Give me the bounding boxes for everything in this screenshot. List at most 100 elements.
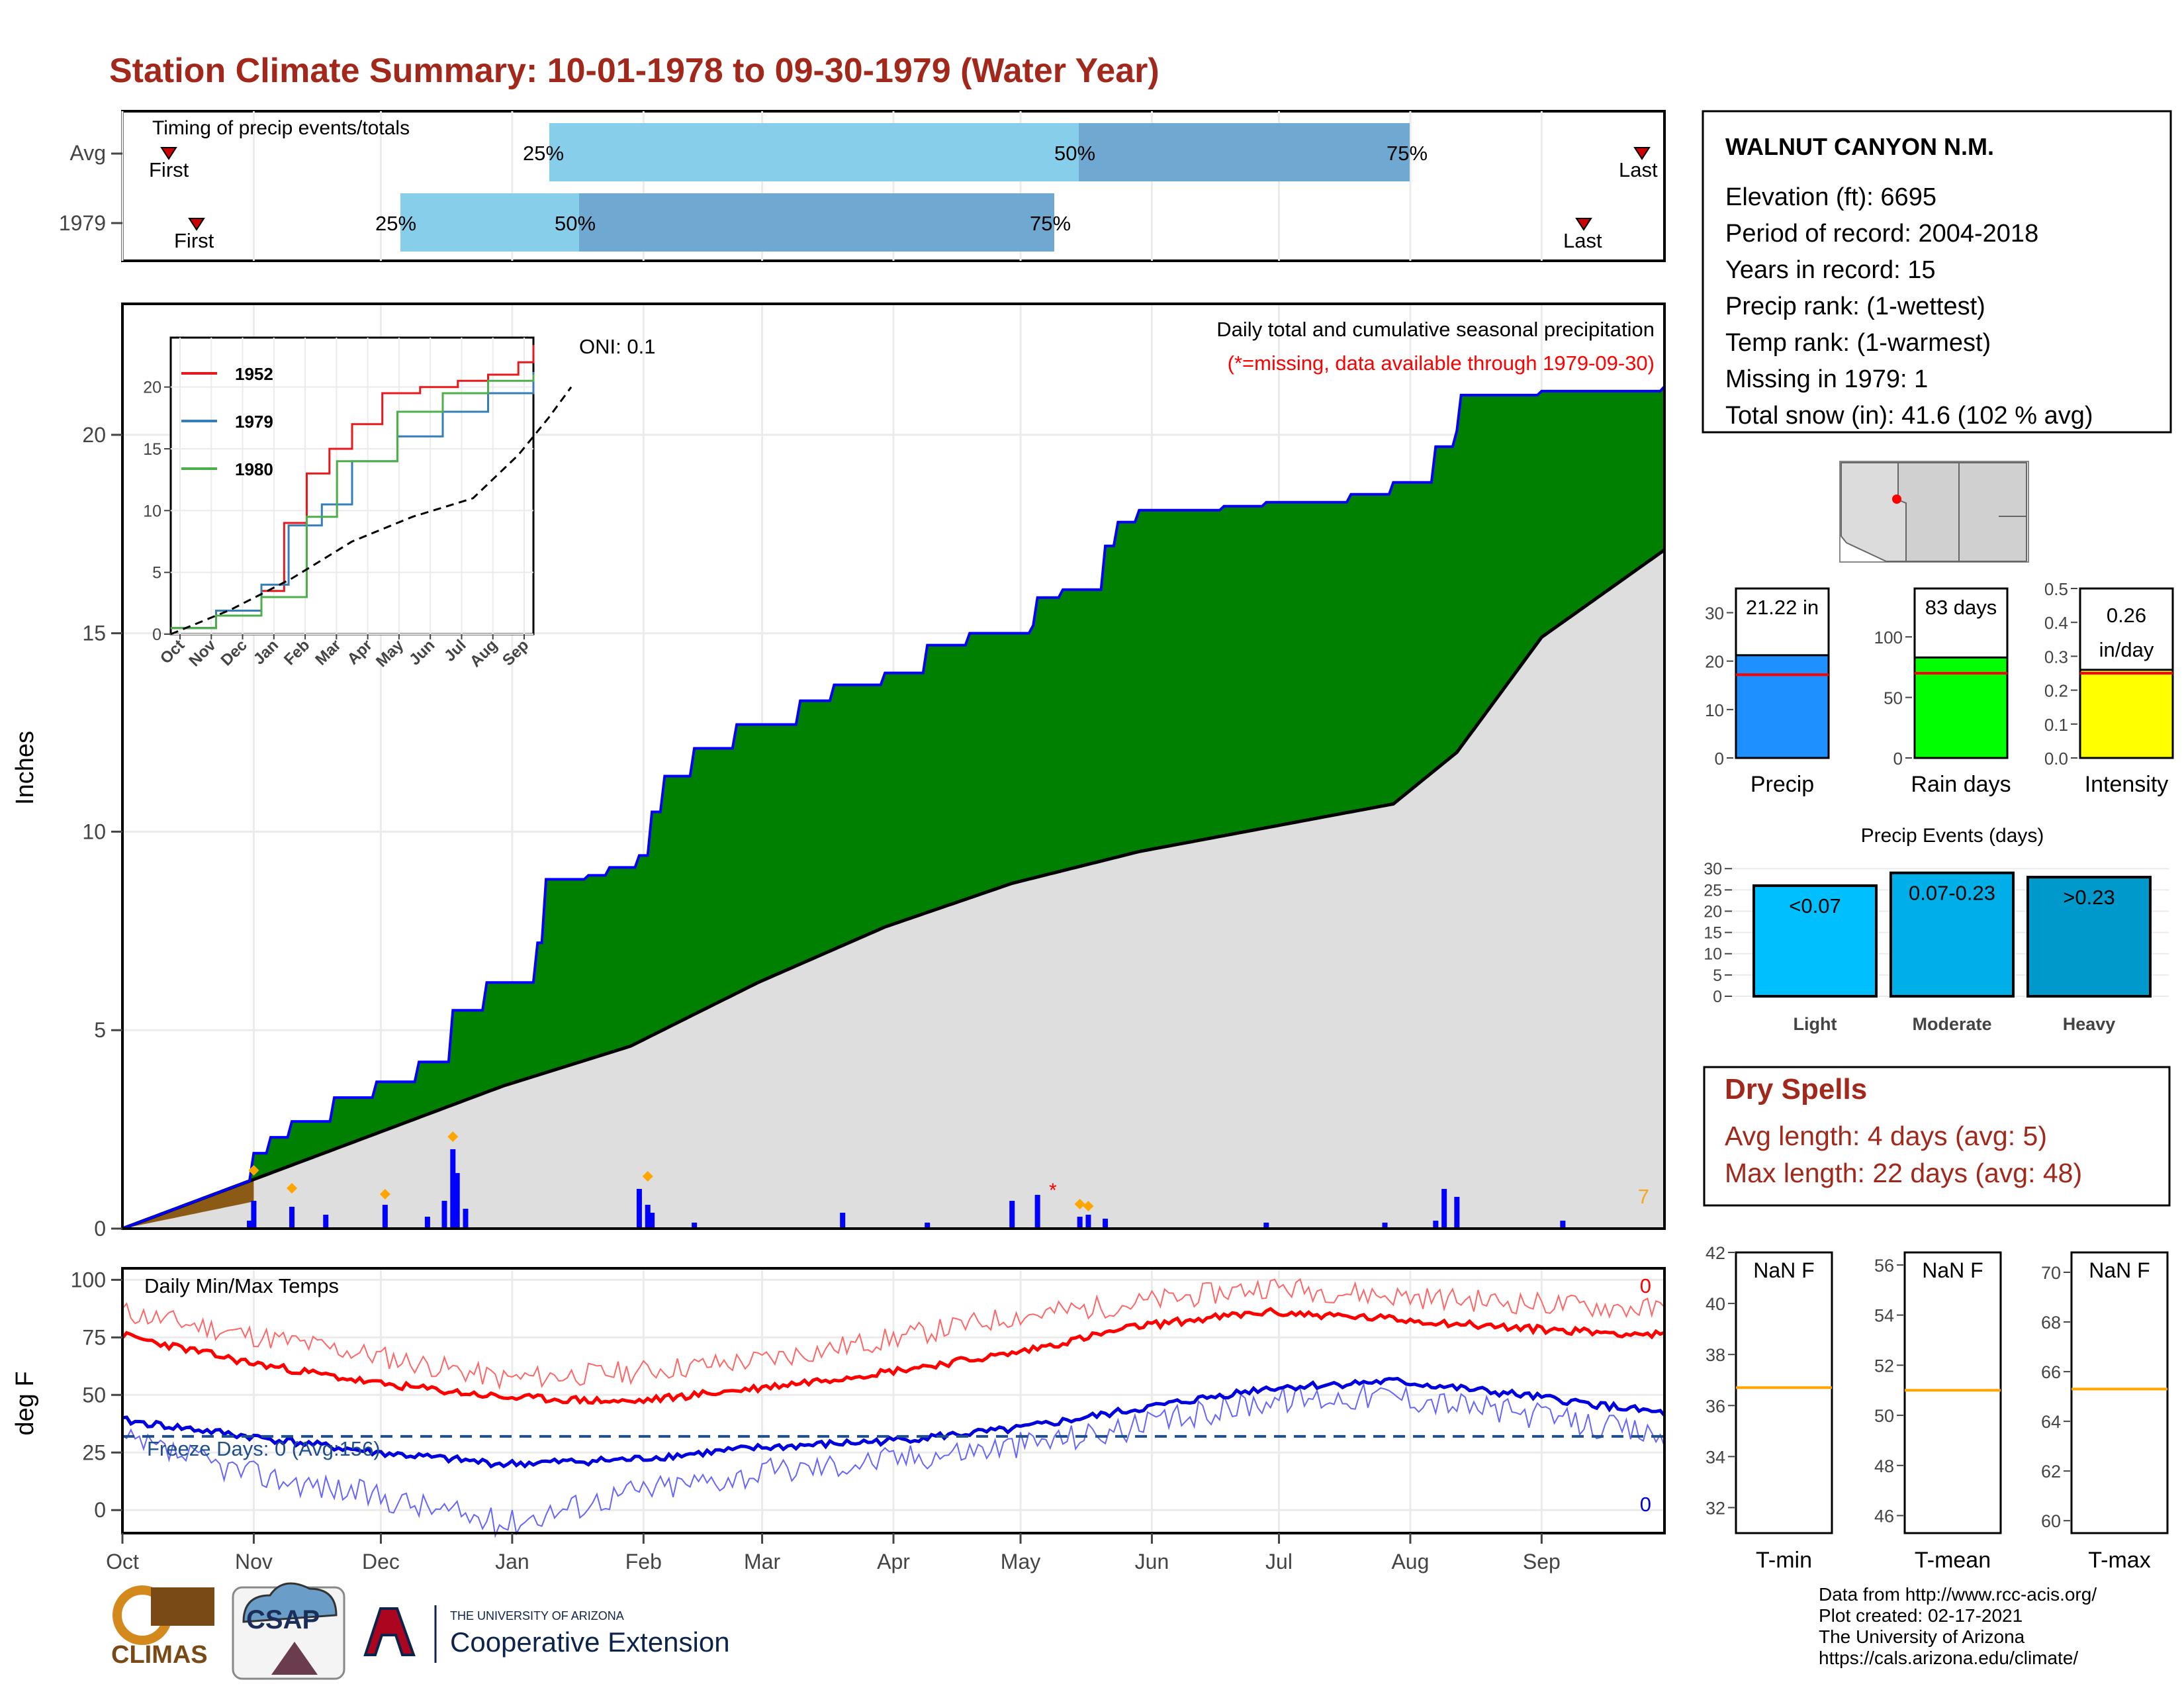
summary-bar-value bbox=[2079, 669, 2174, 759]
obs-first-label: First bbox=[174, 229, 214, 252]
map-region-arizona bbox=[1897, 462, 2027, 562]
inset-grid bbox=[171, 338, 533, 635]
summary-bar-label: Precip bbox=[1751, 772, 1814, 797]
temperature-summary-boxes: 32 34 36 38 40 42 NaN F T-min 46 48 50 52 54 56 NaN F T… bbox=[1706, 1243, 2169, 1573]
summary-tick-label: 0.1 bbox=[2044, 715, 2068, 735]
dry-spells-frame bbox=[1703, 1066, 2171, 1207]
average-cumulative-line bbox=[122, 548, 1666, 1231]
daily-precip-bar bbox=[1382, 1223, 1388, 1229]
dry-spells-box: Dry Spells Avg length: 4 days (avg: 5) M… bbox=[1703, 1066, 2171, 1207]
station-detail-line: Period of record: 2004-2018 bbox=[1725, 220, 2038, 248]
summary-tick-label: 20 bbox=[1705, 652, 1724, 672]
summary-bar-value bbox=[1735, 654, 1830, 759]
credits: Data from http://www.rcc-acis.org/ Plot … bbox=[1819, 1584, 2097, 1668]
events-y-tick-label: 10 bbox=[1704, 945, 1722, 964]
avg-max-temp-line bbox=[121, 1307, 1665, 1405]
temp-box-tick-label: 34 bbox=[1706, 1447, 1725, 1467]
temp-box-tick-label: 42 bbox=[1706, 1243, 1725, 1263]
obs-first-marker bbox=[188, 218, 205, 231]
daily-precip-bar bbox=[1034, 1195, 1040, 1229]
month-label: Feb bbox=[625, 1550, 662, 1573]
station-detail-line: Temp rank: (1-warmest) bbox=[1725, 329, 1991, 357]
dry-spells-title: Dry Spells bbox=[1725, 1073, 1867, 1105]
temp-box-t-min: 32 34 36 38 40 42 NaN F T-min bbox=[1706, 1243, 1833, 1573]
max-count-label: 0 bbox=[1640, 1274, 1651, 1297]
daily-precip-bar bbox=[450, 1149, 456, 1229]
freeze-days-label: Freeze Days: 0 (Avg:156) bbox=[147, 1437, 381, 1460]
summary-tick-label: 0 bbox=[1893, 749, 1903, 769]
precip-subtitle: Daily total and cumulative seasonal prec… bbox=[1216, 318, 1655, 341]
snow-marker bbox=[1083, 1201, 1094, 1212]
daily-precip-bar bbox=[1085, 1215, 1091, 1229]
snow-marker bbox=[447, 1131, 459, 1143]
legend-label-1979: 1979 bbox=[235, 412, 273, 432]
temp-box-value: NaN F bbox=[1922, 1258, 1983, 1282]
avg-last-label: Last bbox=[1619, 158, 1658, 181]
daily-precip-bar bbox=[692, 1223, 698, 1229]
climas-land-icon bbox=[151, 1587, 214, 1626]
obs-timing-bar-50-75 bbox=[579, 193, 1054, 252]
summary-bar-value-label: 83 days bbox=[1925, 596, 1997, 619]
daily-precip-bar bbox=[1077, 1217, 1083, 1229]
temps-y-axis: 0 25 50 75 100 bbox=[71, 1268, 122, 1522]
temp-box-tick-label: 54 bbox=[1874, 1306, 1894, 1326]
timing-label: Timing of precip events/totals bbox=[152, 117, 410, 139]
station-info-box: WALNUT CANYON N.M. Elevation (ft): 6695 P… bbox=[1702, 110, 2172, 434]
ua-a-icon bbox=[363, 1607, 416, 1656]
y-tick-label: 0 bbox=[94, 1498, 106, 1522]
summary-tick-label: 0.2 bbox=[2044, 681, 2068, 701]
csap-logo: CSAP bbox=[232, 1582, 345, 1680]
temp-box-label: T-min bbox=[1756, 1548, 1812, 1573]
oni-label: ONI: 0.1 bbox=[579, 335, 655, 358]
temp-box-label: T-mean bbox=[1915, 1548, 1991, 1573]
daily-precip-bar bbox=[645, 1205, 651, 1229]
y-tick-label: 15 bbox=[82, 622, 106, 645]
summary-bar-rain-days: 0 50 100 83 days Rain days bbox=[1874, 587, 2011, 797]
summary-tick-label: 100 bbox=[1874, 628, 1903, 647]
station-detail-line: Total snow (in): 41.6 (102 % avg) bbox=[1725, 402, 2093, 430]
temp-box-tick-label: 66 bbox=[2041, 1362, 2061, 1382]
climas-wordmark: CLIMAS bbox=[111, 1641, 208, 1669]
temp-box-tick-label: 70 bbox=[2041, 1263, 2061, 1283]
daily-precip-bar bbox=[1103, 1219, 1109, 1229]
avg-timing-bar-50-75 bbox=[1079, 123, 1410, 181]
timing-row-avg: Avg bbox=[69, 141, 106, 165]
daily-max-temp-line bbox=[122, 1278, 1665, 1390]
summary-tick-label: 0 bbox=[1715, 749, 1724, 769]
events-y-tick-label: 20 bbox=[1704, 902, 1722, 921]
temp-box-t-max: 60 62 64 66 68 70 NaN F T-max bbox=[2041, 1251, 2169, 1573]
daily-precip-bar bbox=[1009, 1201, 1015, 1229]
temp-box-tick-label: 48 bbox=[1874, 1456, 1894, 1476]
precip-events-bars: 0 5 10 15 20 25 30 <0.07 Light 0.07-0.23 Moderate >… bbox=[1704, 860, 2169, 1034]
daily-precip-bar bbox=[1560, 1221, 1566, 1229]
snow-markers bbox=[248, 1131, 1094, 1212]
inset-series-average bbox=[170, 386, 572, 635]
summary-bar-value-label: 0.26 bbox=[2107, 604, 2146, 627]
month-label: Nov bbox=[235, 1550, 273, 1573]
missing-marker: * bbox=[1049, 1180, 1057, 1201]
y-tick-label: 20 bbox=[82, 423, 106, 447]
credit-line-2: Plot created: 02-17-2021 bbox=[1819, 1605, 2023, 1626]
temps-y-label: deg F bbox=[11, 1371, 39, 1435]
cumulative-precip-line bbox=[122, 385, 1666, 1230]
events-y-tick-label: 25 bbox=[1704, 881, 1722, 900]
temp-box-tick-label: 38 bbox=[1706, 1345, 1725, 1365]
station-location-dot bbox=[1892, 494, 1901, 504]
temp-box-value: NaN F bbox=[1753, 1258, 1814, 1282]
station-detail-line: Years in record: 15 bbox=[1725, 256, 1936, 284]
snow-count-label: 7 bbox=[1638, 1185, 1649, 1208]
avg-first-label: First bbox=[149, 158, 189, 181]
dry-spells-avg: Avg length: 4 days (avg: 5) bbox=[1725, 1121, 2047, 1151]
summary-tick-label: 0.4 bbox=[2044, 613, 2068, 633]
event-bar-heavy bbox=[2026, 876, 2152, 998]
temps-panel: 0 25 50 75 100 Oct Nov Dec Jan Feb Mar Apr May Jun Ju… bbox=[11, 1267, 1666, 1573]
inset-y-tick-label: 10 bbox=[143, 502, 161, 520]
summary-bar-label: Rain days bbox=[1911, 772, 2011, 797]
month-label: Jan bbox=[495, 1550, 529, 1573]
daily-precip-bar bbox=[840, 1213, 846, 1229]
event-category-label: Light bbox=[1794, 1014, 1837, 1034]
credit-line-3: The University of Arizona bbox=[1819, 1626, 2025, 1647]
event-bar-label: 0.07-0.23 bbox=[1909, 882, 1995, 905]
